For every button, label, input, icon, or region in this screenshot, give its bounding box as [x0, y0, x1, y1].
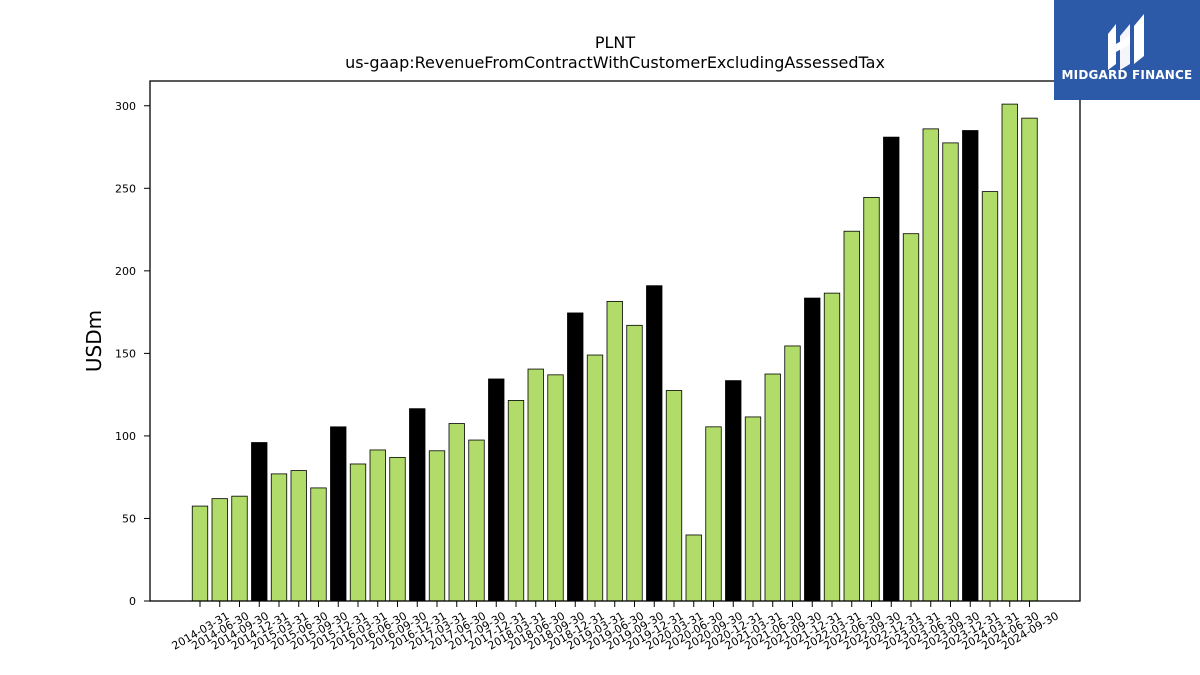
bar-2015-03-31 — [270, 473, 288, 602]
y-tick-label: 250 — [115, 182, 136, 195]
bar-2019-09-30 — [626, 324, 643, 602]
bar-2017-03-31 — [428, 450, 446, 602]
bars-group — [191, 103, 1038, 602]
bar-2020-12-31 — [725, 380, 742, 602]
bar-2020-03-31 — [665, 390, 683, 602]
y-axis-ticks: 0 50 100 150 200 250 300 — [115, 100, 150, 608]
bar-2020-09-30 — [705, 426, 722, 602]
bar-2022-03-31 — [823, 292, 841, 602]
x-axis-ticks: 2014-03-312014-06-302014-09-302014-12-31… — [170, 601, 1061, 653]
bar-2014-06-30 — [211, 498, 228, 602]
bar-2019-12-31 — [646, 285, 663, 602]
bar-2016-06-30 — [369, 449, 386, 602]
bar-2014-12-31 — [251, 442, 268, 602]
y-tick-label: 150 — [115, 347, 136, 360]
y-tick-label: 200 — [115, 265, 136, 278]
bar-2018-09-30 — [547, 374, 564, 602]
plot-frame — [149, 80, 1081, 602]
bar-2017-12-31 — [488, 378, 505, 602]
bar-2014-09-30 — [231, 495, 248, 602]
brand-logo: MIDGARD FINANCE — [1054, 0, 1200, 100]
bar-2015-06-30 — [290, 470, 307, 602]
bar-2021-03-31 — [744, 416, 762, 602]
bar-2023-09-30 — [942, 142, 959, 602]
bar-2024-06-30 — [1001, 103, 1018, 602]
bar-2024-03-31 — [981, 191, 999, 602]
y-tick-label: 100 — [115, 430, 136, 443]
bar-2017-06-30 — [448, 423, 465, 602]
chart-title: PLNT — [595, 33, 636, 52]
bar-2021-09-30 — [784, 345, 801, 602]
midgard-logo-icon — [1108, 14, 1144, 70]
y-axis-label: USDm — [82, 310, 106, 372]
bar-2022-12-31 — [883, 136, 900, 602]
bar-2018-06-30 — [527, 368, 544, 602]
bar-2015-12-31 — [330, 426, 347, 602]
bar-2023-12-31 — [962, 130, 979, 602]
brand-name: MIDGARD FINANCE — [1061, 68, 1193, 82]
bar-2017-09-30 — [468, 439, 485, 602]
y-tick-label: 0 — [129, 595, 136, 608]
bar-2022-06-30 — [843, 230, 860, 602]
bar-2019-03-31 — [586, 354, 604, 602]
bar-2021-12-31 — [804, 297, 821, 602]
chart-subtitle: us-gaap:RevenueFromContractWithCustomerE… — [345, 53, 885, 72]
bar-2016-09-30 — [389, 456, 406, 602]
bar-2021-06-30 — [764, 373, 781, 602]
y-tick-label: 300 — [115, 100, 136, 113]
bar-2016-12-31 — [409, 408, 426, 602]
bar-2023-06-30 — [922, 128, 939, 602]
bar-2019-06-30 — [606, 300, 623, 602]
bar-2023-03-31 — [902, 233, 920, 602]
bar-2015-09-30 — [310, 487, 327, 602]
bar-2024-09-30 — [1021, 117, 1038, 602]
bar-2016-03-31 — [349, 463, 367, 602]
bar-2014-03-31 — [191, 505, 209, 602]
bar-2022-09-30 — [863, 196, 880, 602]
bar-2018-03-31 — [507, 400, 525, 602]
bar-2018-12-31 — [567, 312, 584, 602]
bar-2020-06-30 — [685, 534, 702, 602]
y-tick-label: 50 — [122, 512, 136, 525]
